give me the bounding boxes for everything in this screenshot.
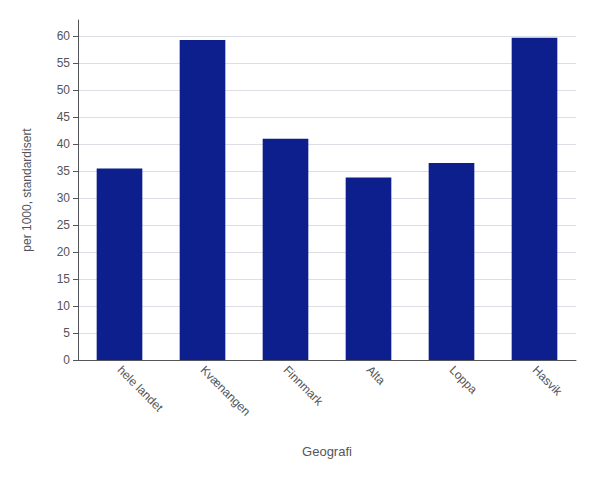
- svg-text:Geografi: Geografi: [302, 444, 352, 459]
- svg-text:Hasvik: Hasvik: [530, 363, 566, 399]
- svg-text:Finnmark: Finnmark: [281, 363, 327, 409]
- svg-text:30: 30: [57, 191, 71, 205]
- svg-text:20: 20: [57, 245, 71, 259]
- svg-text:10: 10: [57, 299, 71, 313]
- svg-text:45: 45: [57, 110, 71, 124]
- svg-text:5: 5: [63, 326, 70, 340]
- svg-text:50: 50: [57, 83, 71, 97]
- svg-text:Loppa: Loppa: [447, 363, 481, 397]
- svg-text:40: 40: [57, 137, 71, 151]
- svg-text:25: 25: [57, 218, 71, 232]
- svg-text:35: 35: [57, 164, 71, 178]
- svg-text:15: 15: [57, 272, 71, 286]
- svg-text:Kvænangen: Kvænangen: [198, 363, 254, 419]
- svg-text:per 1000, standardisert: per 1000, standardisert: [20, 128, 34, 252]
- svg-text:hele landet: hele landet: [115, 363, 167, 415]
- svg-text:55: 55: [57, 56, 71, 70]
- svg-text:60: 60: [57, 29, 71, 43]
- svg-text:0: 0: [63, 353, 70, 367]
- svg-text:Alta: Alta: [364, 363, 389, 388]
